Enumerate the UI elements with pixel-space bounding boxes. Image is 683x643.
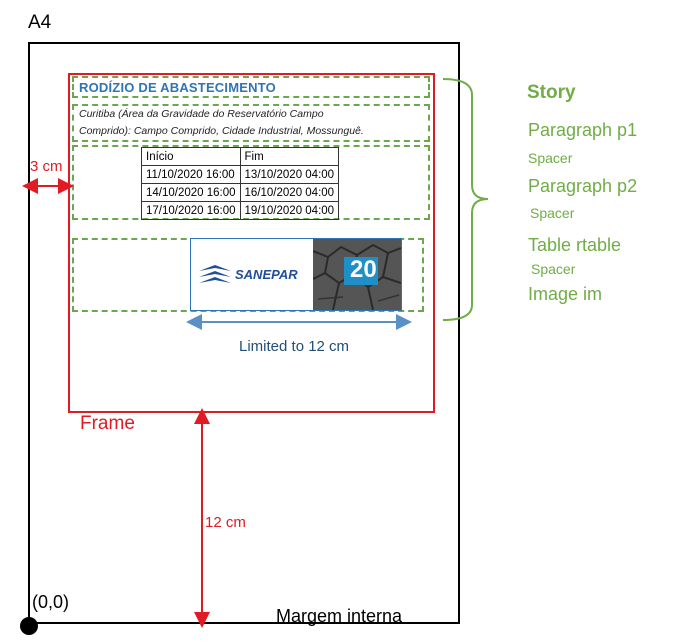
- origin-point: [20, 617, 38, 635]
- legend-paragraph-p2: Paragraph p2: [528, 176, 638, 196]
- legend-table-rtable: Table rtable: [528, 235, 622, 255]
- legend-paragraph-p1: Paragraph p1: [528, 120, 638, 140]
- cracked-soil-photo: 20: [313, 239, 401, 310]
- title-dashed-box: [72, 76, 430, 98]
- story-image: SANEPAR 20: [190, 238, 402, 311]
- legend-spacer-3: Spacer: [531, 261, 576, 277]
- story-brace: [442, 78, 489, 321]
- story-title: RODÍZIO DE ABASTECIMENTO: [79, 80, 276, 95]
- table-row: 11/10/2020 16:00 13/10/2020 04:00: [141, 165, 340, 184]
- sanepar-logo: SANEPAR: [191, 239, 313, 310]
- legend-image-im: Image im: [528, 284, 603, 304]
- image-limit-label: Limited to 12 cm: [239, 338, 350, 355]
- sanepar-logo-icon: [199, 265, 231, 283]
- inner-margin-label: Margem interna: [276, 606, 403, 626]
- badge-shape: [344, 257, 378, 285]
- left-margin-label: 3 cm: [30, 158, 63, 175]
- table-cell: 14/10/2020 16:00: [141, 183, 241, 202]
- table-cell: 19/10/2020 04:00: [239, 201, 340, 220]
- page-size-label: A4: [28, 12, 52, 33]
- table-cell: 13/10/2020 04:00: [239, 165, 340, 184]
- badge-number: 20: [350, 256, 377, 283]
- frame-outline: [68, 73, 435, 413]
- legend-spacer-2: Spacer: [530, 205, 575, 221]
- table-header-cell: Início: [141, 147, 241, 166]
- page-outline: [28, 42, 460, 624]
- table-cell: 16/10/2020 04:00: [239, 183, 340, 202]
- legend-spacer-1: Spacer: [528, 150, 573, 166]
- legend-story: Story: [527, 82, 576, 103]
- origin-label: (0,0): [32, 592, 70, 612]
- frame-label: Frame: [80, 413, 135, 434]
- schedule-table: Início Fim 11/10/2020 16:00 13/10/2020 0…: [141, 147, 340, 220]
- logo-text: SANEPAR: [235, 267, 298, 282]
- paragraph-p2-dashed-box: [72, 104, 430, 142]
- bottom-distance-label: 12 cm: [205, 514, 246, 531]
- paragraph-line-2: Comprido): Campo Comprido, Cidade Indust…: [79, 125, 364, 137]
- paragraph-line-1: Curitiba (Área da Gravidade do Reservató…: [79, 108, 324, 120]
- table-row: 14/10/2020 16:00 16/10/2020 04:00: [141, 183, 340, 202]
- table-row: 17/10/2020 16:00 19/10/2020 04:00: [141, 201, 340, 220]
